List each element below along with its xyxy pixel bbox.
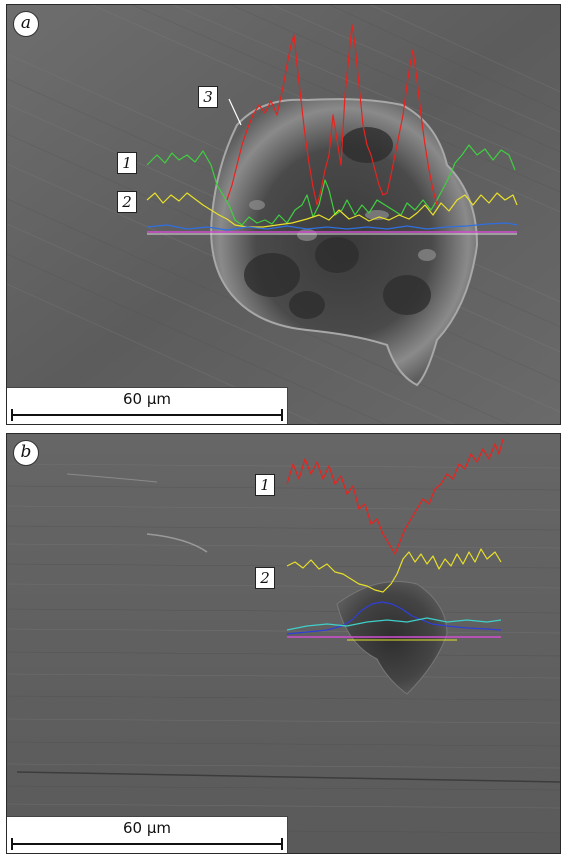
micrograph-panel-b: b 1 2 60 μm <box>6 433 561 854</box>
micrograph-panel-a: a 1 2 3 60 μm <box>6 4 561 425</box>
panel-letter-a: a <box>13 11 39 37</box>
curve-label-1: 1 <box>255 474 275 496</box>
panel-letter-b: b <box>13 440 39 466</box>
sem-image-b <box>7 434 560 853</box>
curve-label-1: 1 <box>117 152 137 174</box>
scale-bar: 60 μm <box>7 816 288 853</box>
curve-label-3: 3 <box>198 86 218 108</box>
scale-bar: 60 μm <box>7 387 288 424</box>
scale-bar-line <box>11 409 283 421</box>
scale-bar-label: 60 μm <box>122 390 171 408</box>
sem-image-a <box>7 5 560 424</box>
curve-label-2: 2 <box>255 567 275 589</box>
scale-bar-label: 60 μm <box>122 819 171 837</box>
curve-label-2: 2 <box>117 191 137 213</box>
scale-bar-line <box>11 838 283 850</box>
